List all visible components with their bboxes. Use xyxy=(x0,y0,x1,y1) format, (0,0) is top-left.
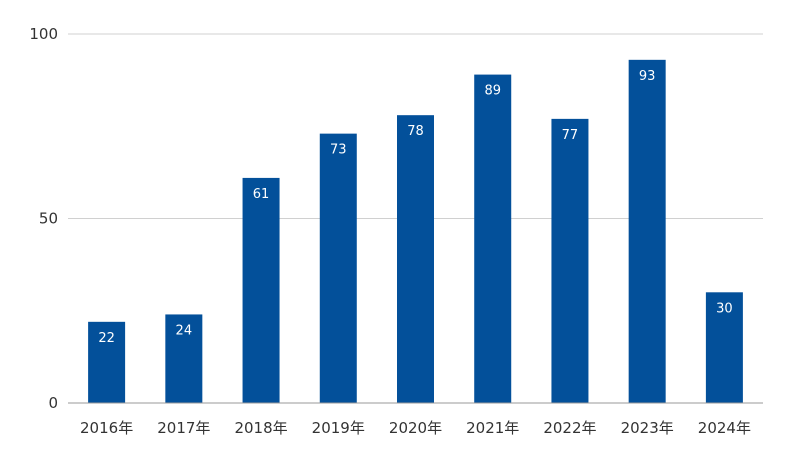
x-tick-label: 2020年 xyxy=(389,419,442,437)
data-label: 22 xyxy=(98,331,115,346)
x-tick-label: 2024年 xyxy=(698,419,751,437)
x-tick-label: 2016年 xyxy=(80,419,133,437)
bar-2019年 xyxy=(319,133,357,403)
data-labels: 22 24 61 73 78 89 77 93 30 xyxy=(98,69,732,346)
bar-2018年 xyxy=(242,177,280,403)
bar-2024年 xyxy=(705,292,743,403)
y-tick-label: 100 xyxy=(29,25,58,43)
x-tick-label: 2017年 xyxy=(157,419,210,437)
bar-2021年 xyxy=(474,74,512,403)
bar-2016年 xyxy=(88,321,126,403)
data-label: 24 xyxy=(176,323,193,338)
x-tick-label: 2019年 xyxy=(312,419,365,437)
bar-2022年 xyxy=(551,118,589,404)
x-tick-label: 2022年 xyxy=(543,419,596,437)
data-label: 30 xyxy=(716,301,733,316)
x-tick-label: 2021年 xyxy=(466,419,519,437)
y-tick-label: 50 xyxy=(39,210,58,228)
y-axis-ticks: 0 50 100 xyxy=(29,25,58,412)
bar-2020年 xyxy=(397,115,434,404)
data-label: 61 xyxy=(253,187,270,202)
x-tick-label: 2023年 xyxy=(621,419,674,437)
bar-2017年 xyxy=(165,314,203,403)
data-label: 73 xyxy=(330,143,347,158)
data-label: 93 xyxy=(639,69,656,84)
bars xyxy=(88,59,743,404)
x-tick-label: 2018年 xyxy=(234,419,287,437)
y-tick-label: 0 xyxy=(48,394,58,412)
data-label: 89 xyxy=(484,84,501,99)
data-label: 78 xyxy=(407,124,424,139)
data-label: 77 xyxy=(562,128,579,143)
bar-2023年 xyxy=(628,59,666,404)
x-axis-ticks: 2016年 2017年 2018年 2019年 2020年 2021年 2022年 2023年… xyxy=(80,419,751,437)
